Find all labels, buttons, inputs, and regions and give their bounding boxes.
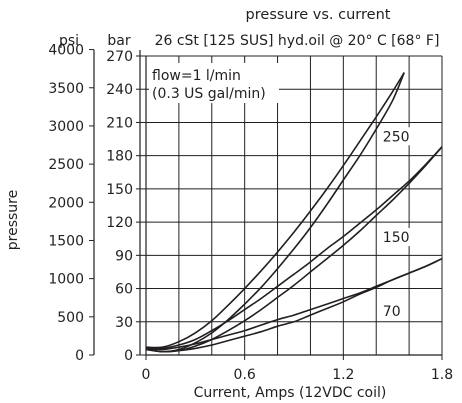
- bar-tick-label: 180: [106, 149, 133, 165]
- annotation-line: (0.3 US gal/min): [152, 86, 266, 102]
- series-70: [145, 257, 443, 353]
- psi-tick-label: 500: [57, 310, 84, 326]
- series-70-lower-line: [145, 257, 443, 353]
- psi-tick-label: 0: [75, 348, 84, 364]
- psi-tick-label: 2000: [48, 195, 84, 211]
- bar-axis: 0 30 60 90 120 150 180 210 240 270: [106, 49, 146, 364]
- psi-tick-label: 1500: [48, 233, 84, 249]
- flow-annotation: flow=1 l/min (0.3 US gal/min): [149, 63, 279, 103]
- series-250: [145, 72, 405, 353]
- x-axis: 0 0.6 1.2 1.8: [142, 355, 453, 383]
- psi-tick-label: 2500: [48, 157, 84, 173]
- bar-tick-label: 120: [106, 215, 133, 231]
- x-tick-label: 0: [142, 367, 151, 383]
- bar-tick-label: 270: [106, 49, 133, 65]
- series-label-bg: [378, 127, 414, 146]
- y-axis-label: pressure: [5, 190, 21, 250]
- x-tick-label: 0.6: [234, 367, 256, 383]
- annotation-line: flow=1 l/min: [152, 68, 241, 84]
- annotation-bg: [149, 63, 279, 103]
- series-label-70: 70: [383, 304, 401, 320]
- series-label-250: 250: [383, 129, 410, 145]
- series-150-upper-line: [145, 146, 443, 350]
- chart-title: pressure vs. current: [246, 7, 391, 23]
- bar-tick-label: 240: [106, 82, 133, 98]
- bar-tick-label: 150: [106, 182, 133, 198]
- series-150: [145, 146, 443, 353]
- bar-tick-label: 90: [115, 248, 133, 264]
- bar-unit-label: bar: [107, 33, 130, 49]
- plot-frame: [145, 56, 443, 356]
- bar-tick-label: 30: [115, 315, 133, 331]
- series-label-bg: [378, 228, 414, 247]
- x-axis-label: Current, Amps (12VDC coil): [194, 385, 387, 401]
- bar-tick-label: 0: [124, 348, 133, 364]
- x-tick-label: 1.2: [332, 367, 354, 383]
- series-250-upper-line: [145, 72, 405, 349]
- series-150-lower-line: [145, 146, 443, 353]
- psi-tick-label: 4000: [48, 43, 84, 59]
- series-label-150: 150: [383, 230, 410, 246]
- psi-tick-label: 3000: [48, 119, 84, 135]
- bar-tick-label: 210: [106, 115, 133, 131]
- psi-tick-label: 3500: [48, 81, 84, 97]
- psi-unit-label: psi: [59, 33, 79, 49]
- bar-tick-label: 60: [115, 282, 133, 298]
- chart-subtitle: 26 cSt [125 SUS] hyd.oil @ 20° C [68° F]: [155, 33, 440, 49]
- series-250-lower-line: [145, 72, 405, 353]
- psi-tick-label: 1000: [48, 272, 84, 288]
- psi-axis: 0 500 1000 1500 2000 2500 3000 3500 4000: [48, 43, 95, 364]
- series-label-bg: [378, 302, 405, 321]
- series-group: 250 150 70: [145, 72, 443, 353]
- x-tick-label: 1.8: [431, 367, 453, 383]
